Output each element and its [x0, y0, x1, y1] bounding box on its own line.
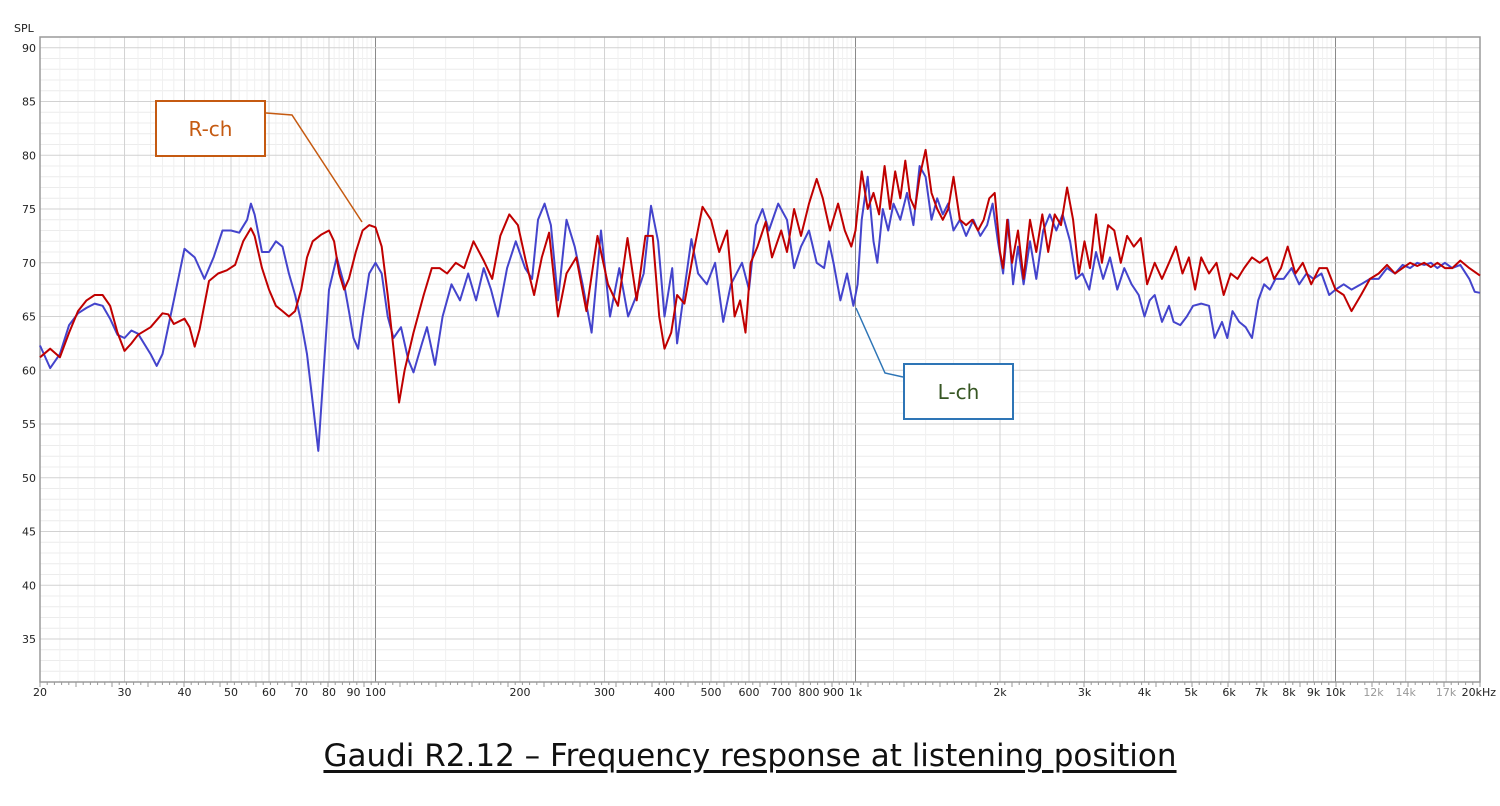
l-ch-callout-label: L-ch — [903, 363, 1014, 420]
x-tick-label: 900 — [823, 686, 844, 699]
callout-leader-lines — [265, 112, 904, 378]
x-tick-label: 800 — [798, 686, 819, 699]
y-tick-label: 75 — [22, 203, 36, 216]
x-tick-label: 10k — [1325, 686, 1346, 699]
y-tick-label: 85 — [22, 96, 36, 109]
r-ch-callout-label: R-ch — [155, 100, 266, 157]
x-tick-label: 7k — [1254, 686, 1268, 699]
y-axis-label: SPL — [14, 22, 35, 35]
x-tick-label: 14k — [1395, 686, 1416, 699]
x-tick-label: 600 — [739, 686, 760, 699]
x-tick-label: 50 — [224, 686, 238, 699]
x-tick-label: 20kHz — [1462, 686, 1497, 699]
x-tick-label: 200 — [510, 686, 531, 699]
y-tick-label: 55 — [22, 418, 36, 431]
x-tick-label: 80 — [322, 686, 336, 699]
frequency-response-chart: 35 40 45 50 55 60 65 70 75 80 85 90 SPL 20 30 40 50 60 70 8… — [14, 22, 1496, 699]
x-tick-label: 300 — [594, 686, 615, 699]
x-tick-label: 500 — [701, 686, 722, 699]
x-tick-label: 70 — [294, 686, 308, 699]
y-tick-label: 45 — [22, 526, 36, 539]
y-tick-label: 90 — [22, 42, 36, 55]
chart-title-caption: Gaudi R2.12 – Frequency response at list… — [323, 738, 1177, 774]
x-tick-label: 60 — [262, 686, 276, 699]
chart-series — [39, 148, 1481, 452]
r-ch-series-line — [39, 148, 1481, 404]
x-tick-label: 700 — [771, 686, 792, 699]
r-ch-leader-line — [265, 112, 363, 223]
x-tick-label: 90 — [347, 686, 361, 699]
y-tick-label: 35 — [22, 633, 36, 646]
x-tick-label: 12k — [1363, 686, 1384, 699]
chart-grid — [39, 36, 1481, 683]
l-ch-series-line — [39, 165, 1481, 452]
x-tick-label: 20 — [33, 686, 47, 699]
x-tick-label: 100 — [365, 686, 386, 699]
x-tick-label: 4k — [1138, 686, 1152, 699]
y-tick-label: 50 — [22, 472, 36, 485]
y-tick-label: 65 — [22, 311, 36, 324]
y-tick-label: 40 — [22, 579, 36, 592]
x-tick-label: 3k — [1078, 686, 1092, 699]
x-tick-label: 6k — [1222, 686, 1236, 699]
x-tick-label: 8k — [1282, 686, 1296, 699]
x-tick-label: 40 — [177, 686, 191, 699]
l-ch-leader-line — [855, 307, 904, 378]
x-tick-label: 5k — [1184, 686, 1198, 699]
y-tick-label: 60 — [22, 364, 36, 377]
x-tick-label: 1k — [849, 686, 863, 699]
x-tick-label: 17k — [1436, 686, 1457, 699]
x-tick-label: 30 — [118, 686, 132, 699]
x-tick-label: 9k — [1307, 686, 1321, 699]
x-tick-label: 2k — [993, 686, 1007, 699]
y-tick-label: 80 — [22, 149, 36, 162]
x-tick-label: 400 — [654, 686, 675, 699]
chart-axes: 35 40 45 50 55 60 65 70 75 80 85 90 SPL 20 30 40 50 60 70 8… — [14, 22, 1496, 699]
y-tick-label: 70 — [22, 257, 36, 270]
